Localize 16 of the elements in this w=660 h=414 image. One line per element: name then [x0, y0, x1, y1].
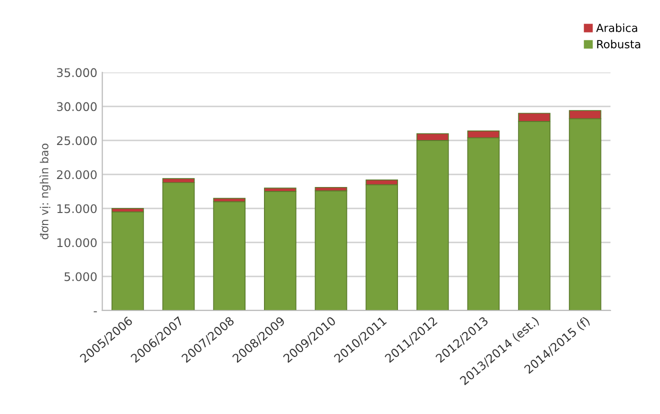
- bar: [112, 211, 144, 310]
- bar: [314, 190, 348, 310]
- y-tick-label: -: [94, 311, 97, 312]
- y-tick-label: 35.000: [57, 68, 97, 78]
- y-tick-label: 30.000: [57, 102, 97, 112]
- y-tick-label: 25.000: [56, 136, 97, 146]
- y-tick-label: 15.000: [57, 204, 97, 214]
- y-tick-label: 20.000: [56, 170, 97, 180]
- legend-label: Arabica: [596, 23, 638, 32]
- y-axis-title: đơn vị: nghìn bao: [39, 144, 51, 240]
- bar: [213, 201, 246, 310]
- bar: [264, 191, 296, 310]
- y-tick-label: 10.000: [57, 238, 97, 248]
- legend-label: Robusta: [597, 40, 640, 48]
- y-tick-label: 5.000: [64, 272, 97, 282]
- bar: [162, 182, 195, 310]
